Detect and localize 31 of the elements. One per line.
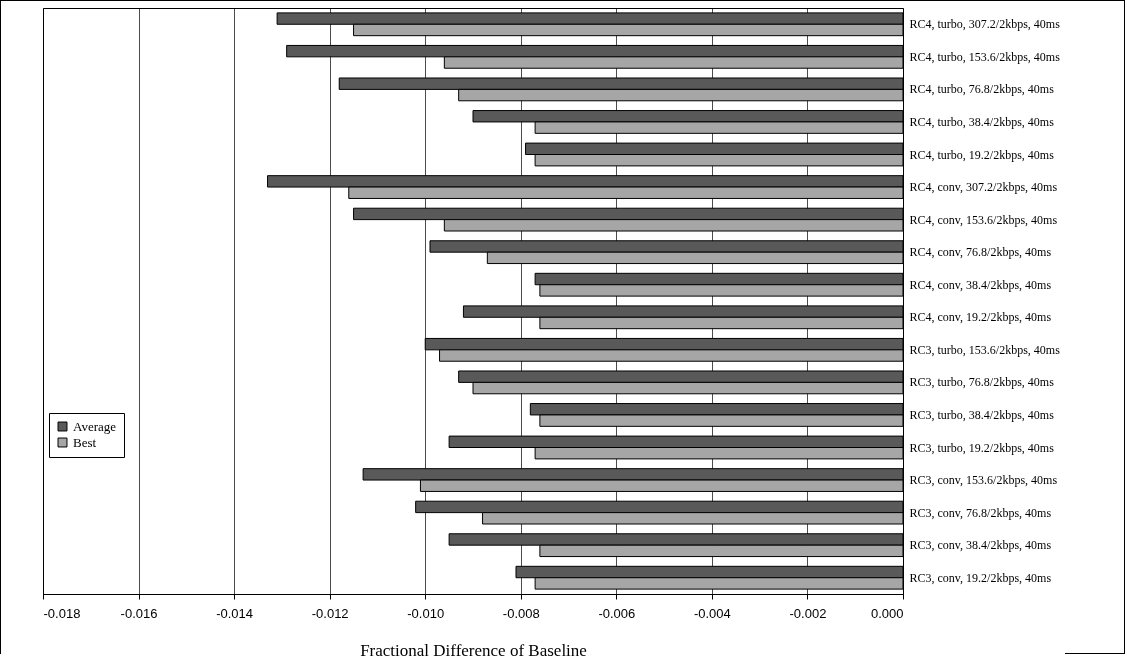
y-tick-label: RC3, conv, 76.8/2kbps, 40ms (909, 505, 1052, 520)
y-tick-label: RC4, conv, 307.2/2kbps, 40ms (909, 180, 1058, 195)
x-tick-label: -0.008 (502, 605, 540, 621)
x-tick-label: -0.004 (693, 605, 731, 621)
y-tick-label: RC4, turbo, 307.2/2kbps, 40ms (909, 17, 1061, 32)
y-tick-label: RC3, conv, 19.2/2kbps, 40ms (909, 570, 1052, 585)
x-tick-label: 0.000 (870, 605, 904, 621)
y-tick-label: RC4, turbo, 38.4/2kbps, 40ms (909, 114, 1055, 129)
x-tick-label: -0.006 (598, 605, 636, 621)
x-tick-label: -0.018 (43, 605, 81, 621)
y-tick-label: RC3, conv, 153.6/2kbps, 40ms (909, 473, 1058, 488)
y-tick-label: RC4, turbo, 19.2/2kbps, 40ms (909, 147, 1055, 162)
y-tick-label: RC3, turbo, 76.8/2kbps, 40ms (909, 375, 1055, 390)
y-tick-label: RC3, conv, 38.4/2kbps, 40ms (909, 538, 1052, 553)
x-tick-label: -0.016 (120, 605, 158, 621)
x-tick-label: -0.010 (407, 605, 445, 621)
legend-label: Best (73, 434, 97, 450)
x-tick-label: -0.014 (216, 605, 254, 621)
y-tick-label: RC4, turbo, 76.8/2kbps, 40ms (909, 82, 1055, 97)
y-tick-label: RC4, conv, 38.4/2kbps, 40ms (909, 277, 1052, 292)
y-tick-label: RC3, turbo, 19.2/2kbps, 40ms (909, 440, 1055, 455)
y-tick-label: RC3, turbo, 153.6/2kbps, 40ms (909, 342, 1061, 357)
x-axis-title: Fractional Difference of Baseline (360, 640, 587, 656)
y-tick-label: RC4, conv, 19.2/2kbps, 40ms (909, 310, 1052, 325)
y-tick-label: RC4, conv, 153.6/2kbps, 40ms (909, 212, 1058, 227)
x-tick-label: -0.012 (311, 605, 349, 621)
x-tick-label: -0.002 (789, 605, 827, 621)
y-tick-label: RC3, turbo, 38.4/2kbps, 40ms (909, 407, 1055, 422)
legend-label: Average (73, 418, 117, 434)
y-tick-label: RC4, turbo, 153.6/2kbps, 40ms (909, 49, 1061, 64)
y-tick-label: RC4, conv, 76.8/2kbps, 40ms (909, 245, 1052, 260)
